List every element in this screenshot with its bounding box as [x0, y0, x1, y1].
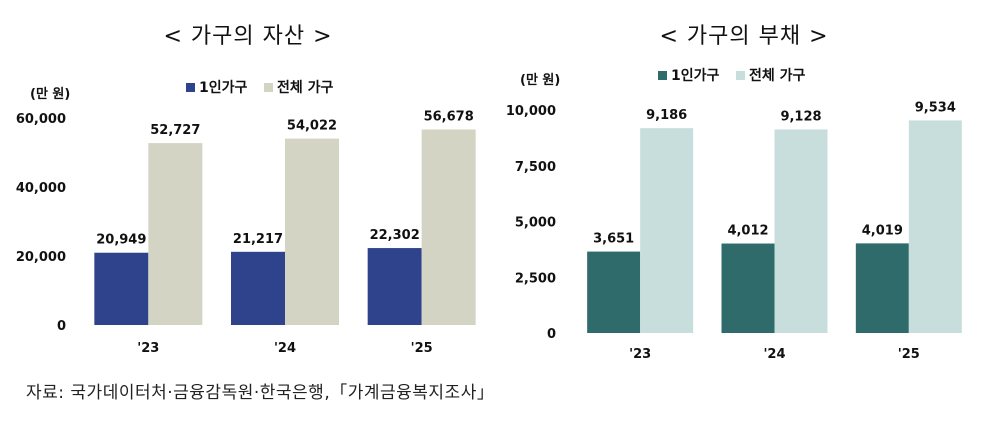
- data-label: 22,302: [370, 228, 420, 243]
- legend-swatch: [264, 83, 273, 92]
- data-label: 54,022: [287, 119, 337, 134]
- debt-chart-panel: < 가구의 부채 > (만 원) 1인가구 전체 가구 0 2,500 5,000 7,50…: [496, 0, 992, 370]
- chart-title: < 가구의 부채 >: [659, 24, 829, 49]
- bar-single-person: [94, 252, 149, 325]
- bar-all-households: [421, 129, 476, 325]
- bar-single-person: [231, 251, 285, 325]
- y-tick-label: 60,000: [16, 112, 66, 127]
- bar-all-households: [908, 120, 962, 333]
- debt-chart-svg: (만 원) 1인가구 전체 가구 0 2,500 5,000 7,500 10,000 3,65…: [506, 67, 962, 362]
- bar-single-person: [721, 243, 775, 333]
- data-label: 9,186: [646, 108, 687, 123]
- data-label: 9,534: [915, 100, 956, 115]
- x-tick-label: '24: [763, 347, 785, 362]
- legend-label: 전체 가구: [749, 67, 806, 84]
- data-label: 21,217: [233, 232, 283, 247]
- y-tick-label: 0: [547, 327, 556, 342]
- x-tick-label: '23: [137, 341, 159, 356]
- legend-label: 1인가구: [671, 67, 720, 84]
- legend-label: 전체 가구: [277, 79, 334, 96]
- asset-chart-svg: (만 원) 1인가구 전체 가구 0 20,000 40,000 60,000 20,949 5…: [16, 79, 476, 356]
- bar-single-person: [855, 243, 909, 333]
- data-label: 56,678: [424, 109, 474, 124]
- legend-label: 1인가구: [199, 79, 248, 96]
- source-note: 자료: 국가데이터처·금융감독원·한국은행,「가계금융복지조사」: [26, 383, 495, 403]
- bar-all-households: [285, 138, 339, 325]
- y-tick-label: 10,000: [506, 104, 556, 119]
- legend-swatch: [736, 71, 745, 80]
- data-label: 20,949: [96, 233, 146, 248]
- data-label: 4,012: [727, 224, 768, 239]
- data-label: 9,128: [780, 109, 821, 124]
- y-tick-label: 7,500: [515, 160, 556, 175]
- y-tick-label: 2,500: [515, 271, 556, 286]
- data-label: 4,019: [862, 223, 903, 238]
- x-tick-label: '23: [629, 347, 651, 362]
- x-tick-label: '24: [274, 341, 296, 356]
- bar-single-person: [587, 251, 641, 333]
- legend-swatch: [658, 71, 667, 80]
- data-label: 52,727: [150, 123, 200, 138]
- bar-all-households: [640, 128, 694, 333]
- y-tick-label: 5,000: [515, 216, 556, 231]
- asset-chart-panel: < 가구의 자산 > (만 원) 1인가구 전체 가구 0 20,000 40,000 60…: [0, 0, 496, 370]
- x-tick-label: '25: [411, 341, 433, 356]
- y-tick-label: 0: [57, 319, 66, 334]
- bar-all-households: [148, 143, 203, 325]
- data-label: 3,651: [593, 232, 634, 247]
- bar-all-households: [774, 129, 828, 333]
- y-tick-label: 20,000: [16, 250, 66, 265]
- legend-swatch: [186, 83, 195, 92]
- bar-single-person: [367, 248, 422, 325]
- chart-title: < 가구의 자산 >: [163, 24, 333, 49]
- y-axis-unit-label: (만 원): [30, 86, 70, 102]
- x-tick-label: '25: [898, 347, 920, 362]
- y-axis-unit-label: (만 원): [520, 72, 560, 88]
- y-tick-label: 40,000: [16, 181, 66, 196]
